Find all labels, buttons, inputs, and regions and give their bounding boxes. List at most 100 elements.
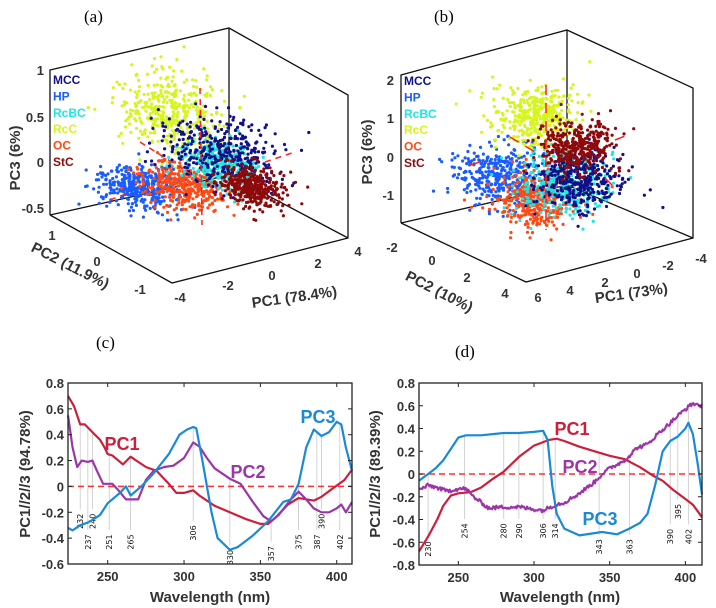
scatter-point-rcc <box>171 105 175 109</box>
scatter-point-mcc <box>532 200 536 204</box>
scatter-point-hp <box>84 168 88 172</box>
scatter-point-rcc <box>148 98 152 102</box>
scatter-point-rcbc <box>537 190 541 194</box>
scatter-point-rcbc <box>518 218 522 223</box>
scatter-point-stc <box>592 159 596 163</box>
scatter-point-stc <box>270 187 274 191</box>
scatter-point-stc <box>544 154 549 158</box>
scatter-point-rcc <box>581 118 585 122</box>
scatter-point-hp <box>503 169 507 173</box>
scatter-point-rcbc <box>571 217 575 221</box>
scatter-point-hp <box>480 192 484 196</box>
y-tick-label: 0 <box>57 479 64 494</box>
scatter-point-oc <box>514 173 518 177</box>
scatter-point-rcbc <box>562 201 566 205</box>
scatter-point-hp <box>141 215 145 219</box>
scatter-point-stc <box>539 142 543 146</box>
scatter-point-mcc <box>581 192 586 196</box>
scatter-point-oc <box>532 207 537 211</box>
scatter-point-rcc <box>182 80 186 84</box>
scatter-point-hp <box>158 202 162 206</box>
scatter-point-mcc <box>206 165 210 169</box>
scatter-point-stc <box>595 143 599 147</box>
scatter-point-mcc <box>205 153 209 157</box>
scatter-point-oc <box>196 193 200 197</box>
scatter-point-mcc <box>290 184 294 188</box>
scatter-point-rcbc <box>229 162 233 167</box>
scatter-point-rcc <box>536 128 540 132</box>
scatter-point-stc <box>276 201 280 205</box>
scatter-point-rcc <box>165 134 170 138</box>
wavelength-annotation: 357 <box>267 546 276 561</box>
scatter-point-rcc <box>534 140 538 144</box>
scatter-point-oc <box>506 190 510 194</box>
scatter-point-stc <box>242 207 246 211</box>
scatter-point-mcc <box>235 137 239 141</box>
scatter-point-rcc <box>176 110 180 114</box>
scatter-point-oc <box>202 194 206 198</box>
scatter-point-stc <box>552 137 556 141</box>
scatter-point-rcc <box>501 123 505 127</box>
legend-entry-stc: StC <box>53 155 74 169</box>
scatter-point-stc <box>247 172 251 177</box>
scatter-point-rcc <box>155 95 159 100</box>
scatter-point-rcc <box>135 92 139 96</box>
scatter-point-mcc <box>273 132 277 136</box>
scatter-point-rcc <box>205 74 209 78</box>
x-tick-label: 350 <box>599 570 621 585</box>
scatter-point-hp <box>145 204 149 208</box>
scatter-point-rcc <box>159 92 163 96</box>
scatter-point-hp <box>104 182 109 186</box>
scatter-point-stc <box>254 183 258 187</box>
scatter-point-oc <box>496 199 500 203</box>
x-tick: 0 <box>633 266 640 281</box>
scatter-point-rcc <box>524 92 528 96</box>
scatter-point-stc <box>233 174 237 179</box>
x-tick: -2 <box>222 278 234 293</box>
scatter-point-oc <box>511 175 515 179</box>
scatter-point-oc <box>147 168 151 172</box>
scatter-point-mcc <box>586 179 591 184</box>
scatter-point-mcc <box>188 131 192 135</box>
scatter-point-hp <box>120 168 124 172</box>
scatter-point-stc <box>244 204 248 208</box>
scatter-point-hp <box>97 201 101 205</box>
scatter-point-rcbc <box>565 191 569 195</box>
scatter-point-mcc <box>177 123 181 127</box>
scatter-point-hp <box>165 218 170 222</box>
scatter-point-oc <box>511 189 515 193</box>
legend-entry-rcc: RcC <box>404 123 428 137</box>
scatter-point-stc <box>235 181 239 185</box>
scatter-point-stc <box>603 146 607 150</box>
scatter-point-rcbc <box>166 170 170 174</box>
scatter-point-rcc <box>553 94 557 98</box>
scatter-point-mcc <box>195 157 199 161</box>
scatter-point-rcc <box>508 126 512 130</box>
scatter-point-stc <box>278 171 282 176</box>
scatter-point-oc <box>166 210 170 214</box>
scatter-point-oc <box>213 208 217 212</box>
scatter-point-mcc <box>253 150 257 154</box>
scatter-point-mcc <box>187 163 191 167</box>
scatter-point-stc <box>542 142 546 146</box>
scatter-point-rcc <box>161 117 165 121</box>
scatter-point-stc <box>601 150 606 155</box>
scatter-point-mcc <box>550 185 554 189</box>
scatter-point-hp <box>96 190 100 194</box>
scatter-point-hp <box>494 177 498 182</box>
scatter-point-mcc <box>181 137 185 141</box>
scatter-point-rcc <box>528 96 532 100</box>
scatter-point-rcc <box>202 124 206 128</box>
scatter-point-mcc <box>194 102 198 106</box>
scatter-point-rcc <box>511 89 515 93</box>
scatter-point-stc <box>279 209 283 213</box>
scatter-point-hp <box>130 202 134 206</box>
scatter-point-rcc <box>468 89 472 93</box>
scatter-point-rcc <box>511 110 515 114</box>
scatter-point-oc <box>610 185 614 189</box>
scatter-point-rcc <box>178 89 182 93</box>
scatter-point-mcc <box>180 154 184 159</box>
z-tick: 0 <box>37 155 44 170</box>
scatter-point-hp <box>463 176 467 180</box>
